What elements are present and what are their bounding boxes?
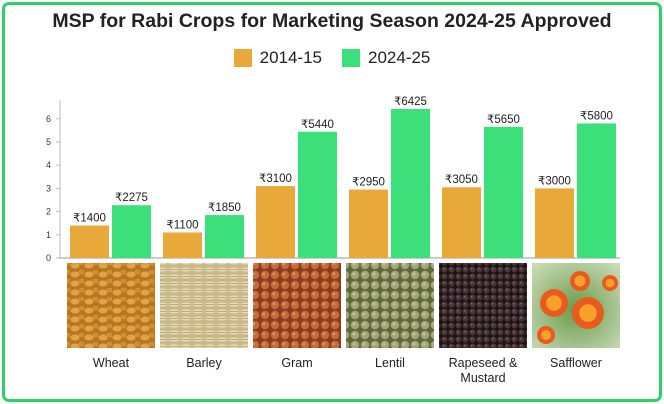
- y-tick-label: 2: [46, 207, 51, 217]
- safflower-flower-center: [579, 304, 597, 322]
- y-tick-label: 5: [46, 137, 51, 147]
- bar-value-label: ₹1850: [208, 202, 241, 214]
- safflower-flower-center: [574, 275, 586, 287]
- bar-2014-15: [70, 225, 109, 258]
- safflower-photo: [532, 263, 620, 348]
- bar-value-label: ₹2275: [115, 192, 148, 204]
- bar-value-label: ₹2950: [352, 177, 385, 189]
- barley-photo: [160, 263, 248, 348]
- chart-title: MSP for Rabi Crops for Marketing Season …: [52, 10, 612, 32]
- legend-swatch-2014: [233, 49, 252, 67]
- bar-2024-25: [205, 215, 244, 258]
- y-tick-label: 6: [46, 114, 51, 124]
- legend-label-2024: 2024-25: [368, 48, 431, 67]
- legend-item-2024: 2024-25: [342, 48, 430, 68]
- bar-value-label: ₹3100: [259, 173, 292, 185]
- safflower-flower-center: [546, 295, 562, 311]
- bars-group: ₹1400 ₹2275 ₹1100 ₹1850 ₹3100 ₹5440 ₹2950 ₹6425…: [70, 96, 616, 258]
- bar-value-label: ₹1400: [73, 213, 106, 225]
- category-label: Safflower: [550, 356, 602, 370]
- mustard-photo: [439, 263, 527, 348]
- bar-2014-15: [535, 188, 574, 258]
- bar-value-label: ₹5650: [487, 114, 520, 126]
- bar-2014-15: [163, 232, 202, 258]
- lentil-photo: [346, 263, 434, 348]
- category-label-line: Rapeseed &: [449, 356, 518, 370]
- gram-photo: [253, 263, 341, 348]
- y-axis: 0 1 2 3 4 5 6: [46, 100, 620, 263]
- bar-2024-25: [112, 205, 151, 258]
- y-tick-label: 3: [46, 183, 51, 193]
- bar-2024-25: [298, 131, 337, 258]
- bar-2024-25: [484, 126, 523, 258]
- bar-2014-15: [442, 187, 481, 258]
- wheat-photo: [67, 263, 155, 348]
- bar-2014-15: [256, 186, 295, 258]
- bar-2014-15: [349, 189, 388, 258]
- safflower-flower-center: [541, 330, 551, 340]
- bar-value-label: ₹3000: [538, 175, 571, 187]
- y-tick-label: 4: [46, 160, 51, 170]
- bar-value-label: ₹6425: [394, 96, 427, 108]
- crop-photos: [67, 263, 620, 348]
- bar-value-label: ₹3050: [445, 174, 478, 186]
- category-labels: Wheat Barley Gram Lentil Rapeseed & Mustard Sa…: [93, 356, 602, 385]
- bar-value-label: ₹5800: [580, 110, 613, 122]
- y-tick-label: 0: [46, 253, 51, 263]
- bar-2024-25: [577, 123, 616, 258]
- bar-2024-25: [391, 108, 430, 258]
- category-label: Barley: [186, 356, 222, 370]
- category-label: Wheat: [93, 356, 130, 370]
- bar-value-label: ₹1100: [166, 219, 198, 231]
- legend-swatch-2024: [342, 49, 360, 67]
- legend-label-2014: 2014-15: [259, 48, 322, 67]
- y-tick-label: 1: [46, 230, 51, 240]
- safflower-flower-center: [605, 278, 615, 288]
- legend: 2014-15 2024-25: [0, 48, 664, 68]
- category-label: Rapeseed & Mustard: [449, 356, 518, 385]
- category-label-line: Mustard: [460, 371, 505, 385]
- legend-item-2014: 2014-15: [233, 48, 322, 68]
- bar-value-label: ₹5440: [301, 119, 334, 131]
- category-label: Gram: [281, 356, 312, 370]
- category-label: Lentil: [375, 356, 405, 370]
